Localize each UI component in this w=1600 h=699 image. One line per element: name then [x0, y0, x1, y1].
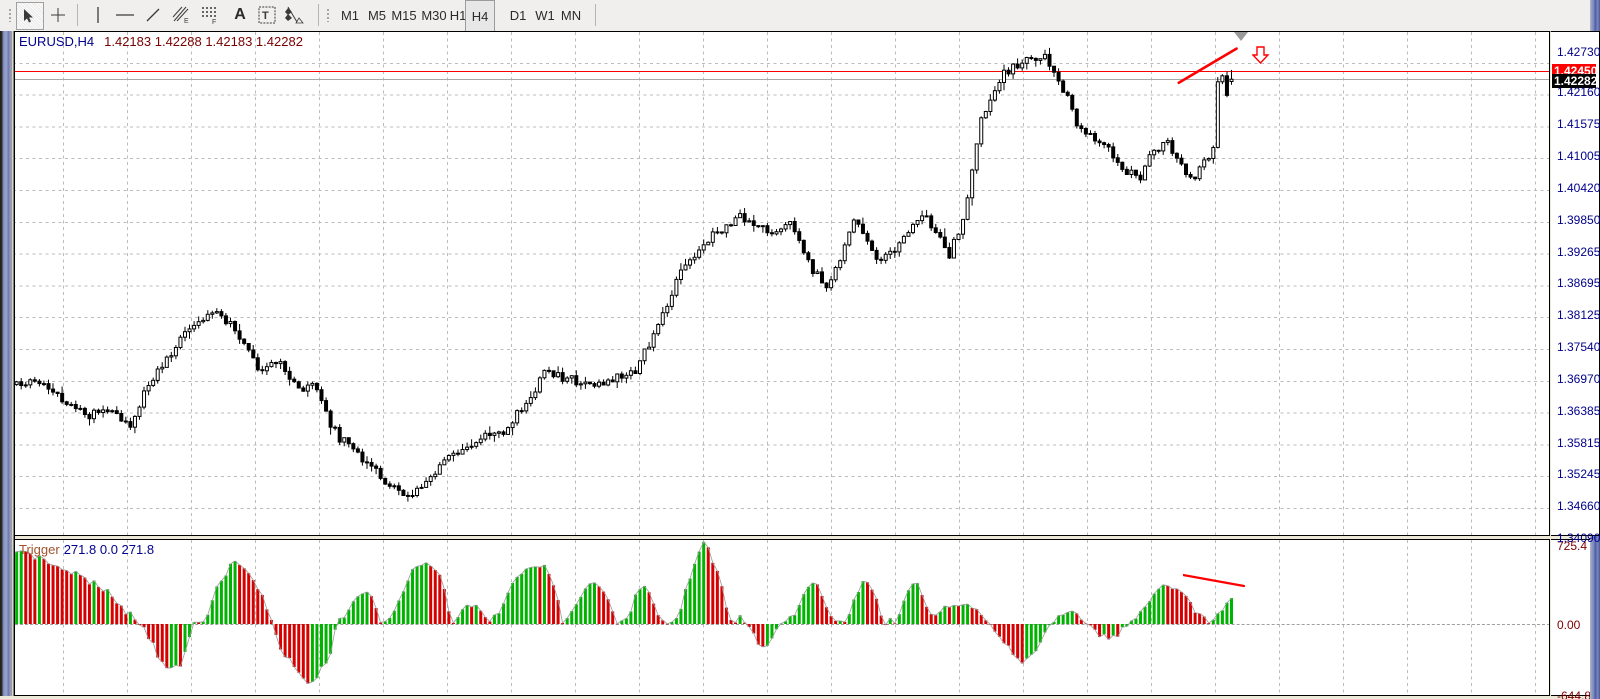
svg-text:T: T: [262, 10, 269, 22]
svg-text:F: F: [212, 19, 216, 25]
svg-text:E: E: [184, 18, 189, 25]
